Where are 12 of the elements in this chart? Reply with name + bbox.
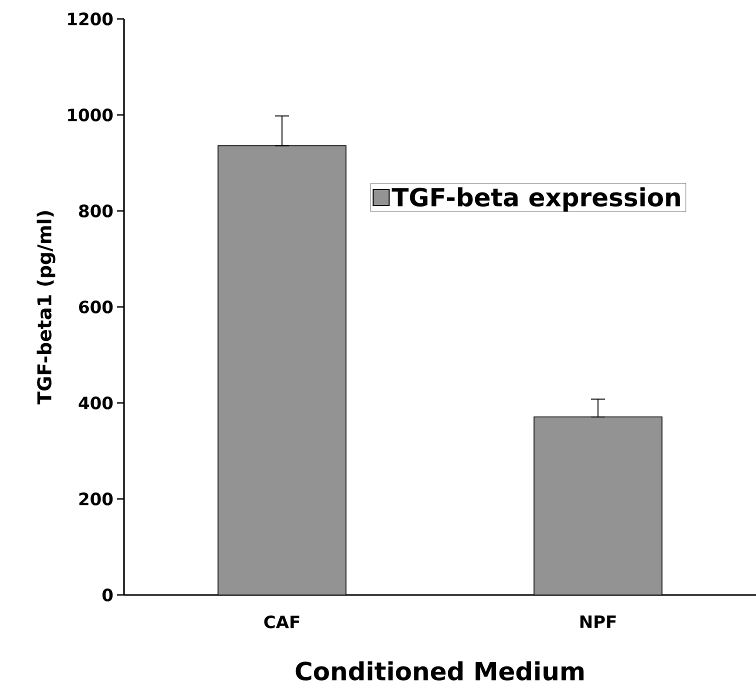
y-tick-label: 600 [79,300,113,314]
x-tick-label: NPF [580,616,616,628]
y-tick-label: 800 [79,204,113,218]
y-tick-label: 400 [78,396,113,410]
legend-label: TGF-beta expression [392,187,680,212]
y-tick-label: 0 [102,588,113,602]
y-tick-label: 1000 [68,108,113,122]
y-tick-label: 200 [79,492,113,506]
x-tick-label: CAF [264,616,300,628]
y-tick-label: 1200 [68,12,113,26]
x-axis-title: Conditioned Medium [296,661,584,681]
y-axis-title: TGF-beta1 (pg/ml) [36,211,56,404]
